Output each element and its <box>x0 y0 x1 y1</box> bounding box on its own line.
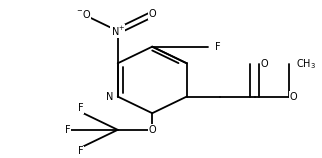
Text: F: F <box>78 146 83 156</box>
Text: CH$_3$: CH$_3$ <box>296 57 316 71</box>
Text: O: O <box>260 59 268 69</box>
Text: F: F <box>65 125 71 135</box>
Text: O: O <box>148 9 156 19</box>
Text: $^{-}$O: $^{-}$O <box>76 8 91 20</box>
Text: O: O <box>148 125 156 135</box>
Text: N$^{+}$: N$^{+}$ <box>111 24 125 37</box>
Text: O: O <box>289 92 297 102</box>
Text: F: F <box>78 103 83 113</box>
Text: N: N <box>106 92 113 102</box>
Text: F: F <box>215 42 221 52</box>
